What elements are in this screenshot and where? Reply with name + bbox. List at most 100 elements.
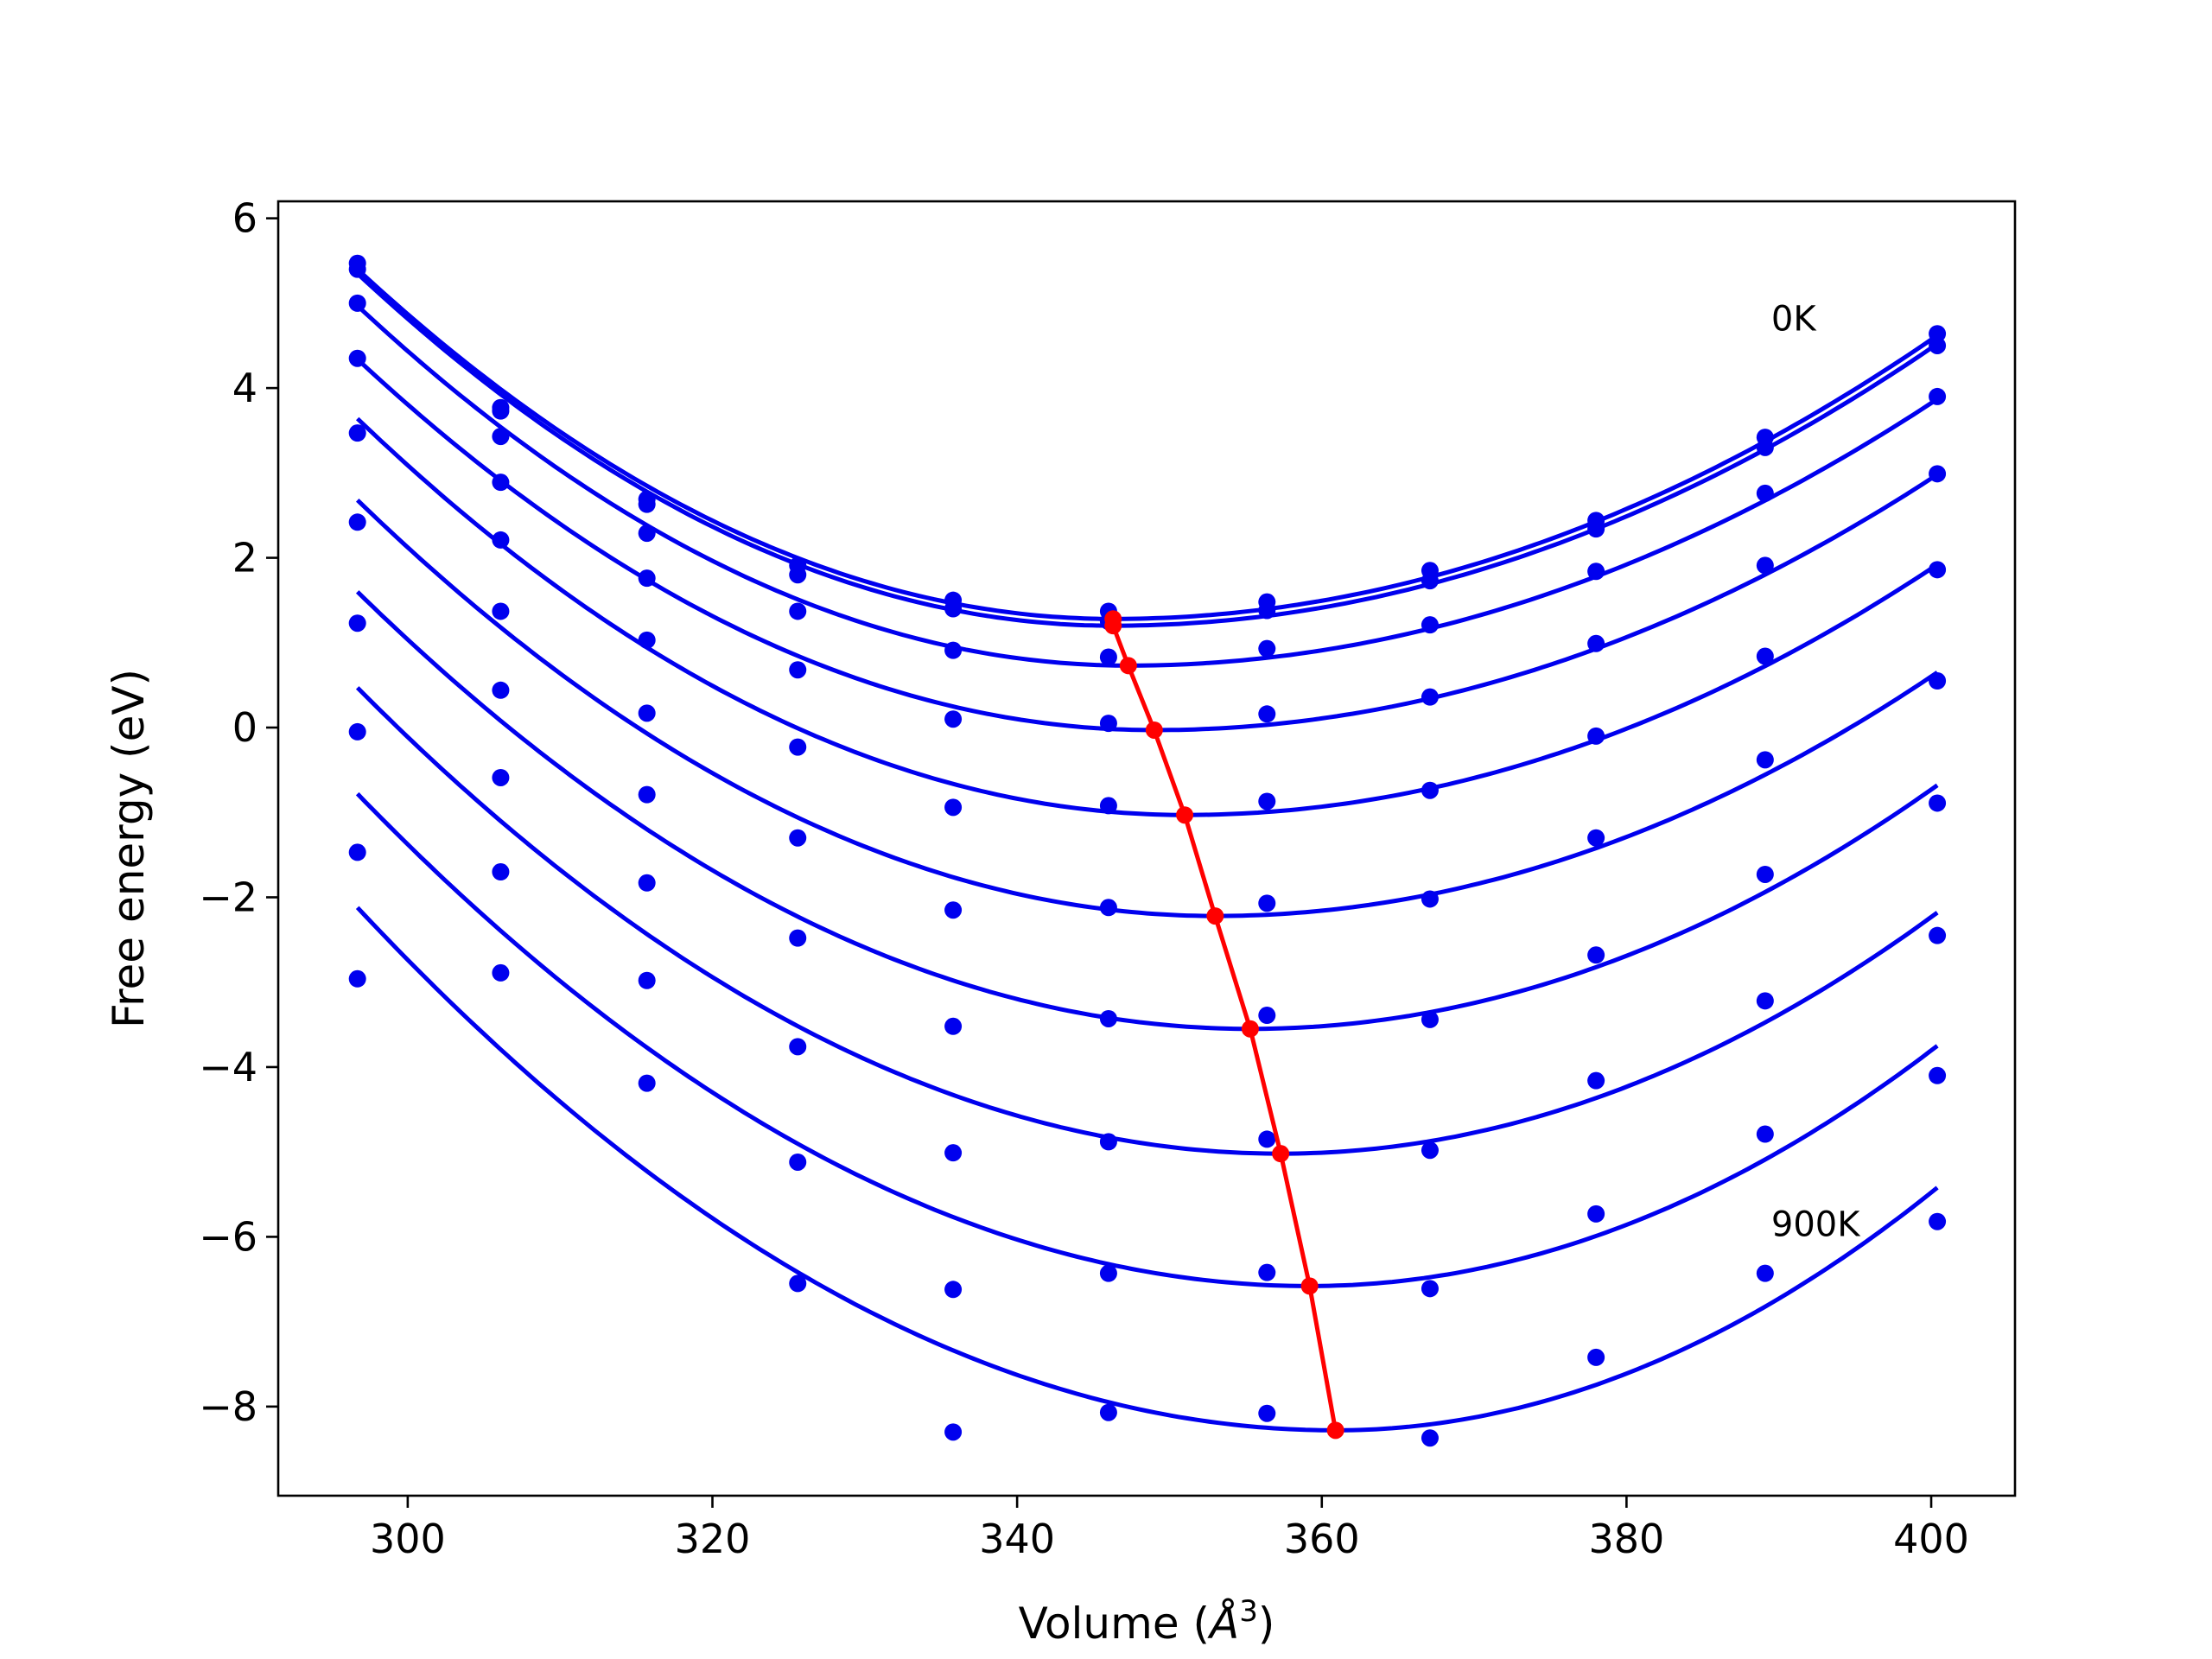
data-point [1099, 1009, 1117, 1027]
data-point [944, 1017, 963, 1035]
fit-curve-8 [355, 791, 1939, 1288]
fit-curve-7 [355, 686, 1939, 1156]
y-tick-label: 6 [232, 195, 257, 242]
data-point [1929, 671, 1947, 690]
data-point [1421, 1141, 1439, 1160]
fit-curve-5 [355, 499, 1939, 918]
data-point [1258, 894, 1276, 912]
data-point [1587, 563, 1605, 581]
data-point [1587, 946, 1605, 964]
minimum-point [1119, 657, 1137, 675]
data-point [1756, 556, 1774, 575]
data-point [1421, 890, 1439, 908]
data-point [789, 1274, 807, 1293]
data-point [1587, 829, 1605, 847]
minimum-point [1206, 907, 1224, 925]
data-point [348, 260, 366, 278]
data-point [1258, 639, 1276, 658]
data-point [1929, 561, 1947, 579]
data-point [348, 722, 366, 741]
data-point [1929, 465, 1947, 483]
annotations: 0K 900K [1771, 300, 1861, 1245]
data-point [1099, 899, 1117, 917]
x-tick-label: 360 [1284, 1516, 1360, 1562]
minimum-point [1104, 617, 1122, 635]
data-point [1756, 647, 1774, 665]
data-point [944, 1423, 963, 1441]
data-point [1756, 1264, 1774, 1282]
data-point [492, 531, 510, 549]
x-tick-label: 340 [979, 1516, 1055, 1562]
data-point [944, 901, 963, 919]
data-point [638, 971, 656, 989]
data-point [1756, 438, 1774, 456]
data-point [1929, 794, 1947, 812]
data-point [944, 710, 963, 728]
data-point [1258, 792, 1276, 810]
plot-area [348, 254, 1947, 1447]
data-point [1258, 1130, 1276, 1148]
data-point [1099, 715, 1117, 733]
x-tick-label: 380 [1588, 1516, 1664, 1562]
minimum-point [1176, 806, 1194, 824]
data-point [1099, 1403, 1117, 1421]
data-point [348, 349, 366, 367]
data-point [638, 495, 656, 513]
data-point [1756, 751, 1774, 769]
x-tick-label: 320 [675, 1516, 751, 1562]
minimum-point [1300, 1277, 1319, 1295]
data-point [492, 863, 510, 881]
data-point [1421, 1280, 1439, 1298]
minimum-point [1326, 1421, 1344, 1440]
data-point [1258, 1007, 1276, 1025]
data-point [638, 704, 656, 722]
fit-curve-6 [355, 590, 1939, 1032]
data-point [944, 1144, 963, 1162]
data-point [1099, 1264, 1117, 1282]
data-point [638, 524, 656, 543]
data-point [1099, 797, 1117, 815]
data-point [492, 474, 510, 492]
data-point [492, 402, 510, 420]
data-point [1587, 520, 1605, 538]
data-point [348, 294, 366, 312]
temperature-annotation: 0K [1771, 300, 1817, 340]
y-tick-label: 4 [232, 365, 257, 411]
data-point [1756, 992, 1774, 1010]
data-point [789, 602, 807, 620]
data-point [348, 614, 366, 632]
y-tick-label: 0 [232, 704, 257, 751]
y-tick-label: 2 [232, 535, 257, 582]
data-point [1421, 781, 1439, 799]
data-point [1258, 705, 1276, 723]
data-point [348, 969, 366, 988]
data-point [492, 681, 510, 699]
y-axis-label: Free energy (eV) [104, 669, 154, 1028]
minimum-point [1241, 1020, 1259, 1038]
y-axis: −8 −6 −4 −2 0 2 4 6 [199, 195, 278, 1430]
data-point [1756, 865, 1774, 883]
fit-curve-4 [355, 416, 1939, 817]
data-point [789, 1153, 807, 1171]
data-point [638, 874, 656, 892]
y-tick-label: −2 [199, 874, 257, 920]
fit-curve-0 [356, 267, 1939, 621]
data-point [1421, 1429, 1439, 1447]
data-point [638, 631, 656, 649]
data-point [492, 602, 510, 620]
data-point [1421, 1010, 1439, 1028]
data-point [1587, 1205, 1605, 1223]
data-point [1421, 572, 1439, 590]
x-axis: 300 320 340 360 380 400 [370, 1496, 1969, 1562]
data-point [1756, 484, 1774, 502]
data-point [492, 963, 510, 982]
data-point [1587, 634, 1605, 652]
data-point [1099, 648, 1117, 666]
minimum-point [1272, 1145, 1290, 1163]
y-tick-label: −6 [199, 1213, 257, 1260]
data-point [1756, 1125, 1774, 1143]
temperature-annotation: 900K [1771, 1205, 1861, 1245]
data-point [348, 513, 366, 531]
data-point [944, 600, 963, 618]
